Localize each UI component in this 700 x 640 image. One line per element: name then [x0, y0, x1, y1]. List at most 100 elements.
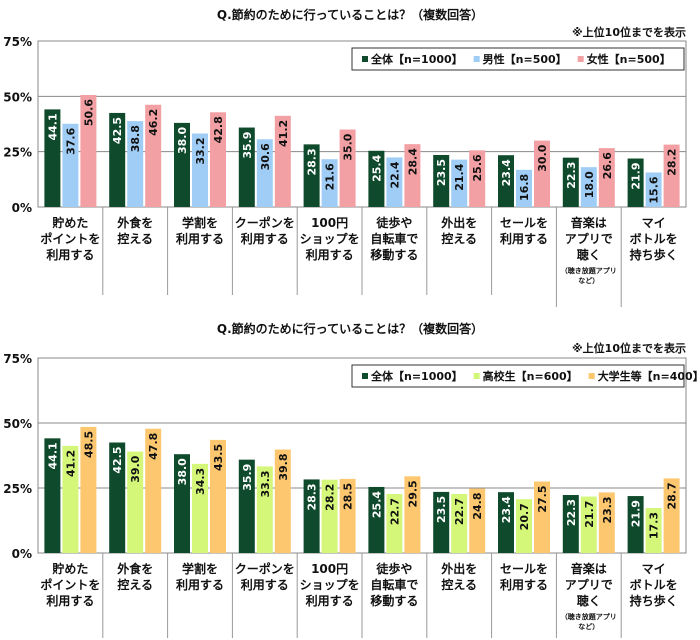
bar: [109, 442, 126, 553]
data-label: 23.3: [601, 496, 614, 523]
data-label: 21.9: [630, 163, 643, 190]
data-label: 23.4: [500, 496, 513, 523]
data-label: 39.8: [277, 454, 290, 481]
x-tick-label: 徒歩や自転車で移動する: [370, 215, 418, 262]
x-tick-label: マイボトルを持ち歩く: [630, 562, 678, 608]
legend-label: 男性【n=500】: [483, 52, 567, 66]
bar: [451, 493, 468, 553]
y-tick-label: 50%: [3, 417, 32, 431]
data-label: 38.8: [129, 125, 142, 152]
bar: [62, 123, 79, 207]
data-label: 43.5: [212, 444, 225, 471]
data-label: 38.0: [176, 458, 189, 485]
data-label: 21.4: [453, 163, 466, 190]
chart-1-title: Q.節約のために行っていることは？（複数回答）: [216, 8, 484, 22]
bar: [44, 438, 61, 553]
data-label: 42.5: [111, 447, 124, 474]
x-tick-label: セールを利用する: [500, 216, 548, 246]
y-tick-label: 0%: [12, 201, 32, 215]
bar: [80, 95, 97, 207]
bar: [256, 466, 273, 553]
x-tick-label: クーポンを利用する: [235, 215, 295, 246]
legend-swatch: [577, 56, 584, 62]
bar: [534, 140, 550, 207]
y-tick-label: 25%: [3, 482, 32, 496]
legend-label: 大学生等【n=400】: [598, 369, 700, 383]
data-label: 23.4: [500, 159, 513, 186]
bar: [192, 463, 208, 553]
x-tick-label: 音楽はアプリで聴く: [565, 215, 613, 262]
data-label: 15.6: [648, 176, 661, 203]
data-label: 23.5: [435, 159, 448, 186]
chart-2-title: Q.節約のために行っていることは？（複数回答）: [216, 322, 484, 336]
y-tick-label: 50%: [3, 90, 32, 104]
bar: [303, 144, 320, 207]
x-tick-label: クーポンを利用する: [235, 561, 295, 592]
bar: [109, 112, 126, 207]
x-tick-label: 外食を控える: [117, 215, 153, 246]
bar: [174, 122, 190, 207]
bar: [534, 481, 550, 553]
data-label: 42.8: [212, 116, 225, 143]
y-tick-label: 75%: [3, 35, 32, 49]
chart-2-note: ※上位10位までを表示: [571, 342, 686, 355]
data-label: 28.3: [306, 148, 319, 175]
bar: [580, 496, 597, 553]
data-label: 30.6: [259, 143, 272, 170]
x-tick-label: 外出を控える: [441, 215, 477, 246]
x-tick-label: 徒歩や自転車で移動する: [370, 561, 418, 608]
bar: [516, 499, 532, 553]
legend-swatch: [588, 373, 595, 379]
legend-label: 全体【n=1000】: [370, 369, 463, 383]
bar: [238, 127, 255, 207]
bar: [562, 495, 579, 553]
x-tick-label: 100円ショップを利用する: [300, 562, 360, 608]
data-label: 35.9: [241, 132, 254, 159]
bar: [562, 157, 579, 207]
bar: [368, 486, 385, 553]
bar: [127, 451, 144, 553]
bar: [627, 158, 644, 207]
chart-2: 0% 25% 50% 75% 貯めたポイントを利用する 44.1 41.2 48.5 外食を控え…: [3, 352, 700, 638]
bar: [645, 172, 662, 207]
legend-swatch: [473, 373, 480, 379]
bar: [192, 133, 208, 207]
bar: [516, 169, 532, 207]
data-label: 34.3: [194, 468, 207, 495]
data-label: 18.0: [583, 171, 596, 198]
data-label: 16.8: [518, 174, 531, 201]
bar: [44, 109, 61, 207]
data-label: 29.5: [406, 480, 419, 507]
data-label: 25.6: [471, 154, 484, 181]
data-label: 21.7: [583, 501, 596, 528]
bar: [663, 478, 680, 553]
bar: [469, 488, 486, 553]
bar: [210, 439, 226, 553]
legend: [351, 47, 685, 71]
data-label: 44.1: [46, 113, 59, 140]
data-label: 42.5: [111, 117, 124, 144]
data-label: 28.4: [406, 148, 419, 175]
data-label: 47.8: [147, 433, 160, 460]
data-label: 17.3: [648, 512, 661, 539]
data-label: 23.5: [435, 496, 448, 523]
bar: [145, 428, 162, 553]
legend-label: 全体【n=1000】: [370, 52, 463, 66]
y-tick-label: 25%: [3, 146, 32, 160]
data-label: 38.0: [176, 127, 189, 154]
bar: [321, 159, 338, 207]
data-label: 28.2: [666, 149, 679, 176]
x-tick-label: マイボトルを持ち歩く: [630, 216, 678, 262]
bar: [303, 479, 320, 553]
bar: [469, 150, 486, 207]
data-label: 33.3: [259, 470, 272, 497]
legend: [351, 364, 685, 388]
data-label: 28.3: [306, 483, 319, 510]
bar: [174, 454, 190, 553]
data-label: 30.0: [536, 144, 549, 171]
data-label: 28.2: [324, 484, 337, 511]
bar: [404, 144, 421, 207]
data-label: 48.5: [82, 431, 95, 458]
data-label: 46.2: [147, 109, 160, 136]
bar: [645, 508, 662, 553]
